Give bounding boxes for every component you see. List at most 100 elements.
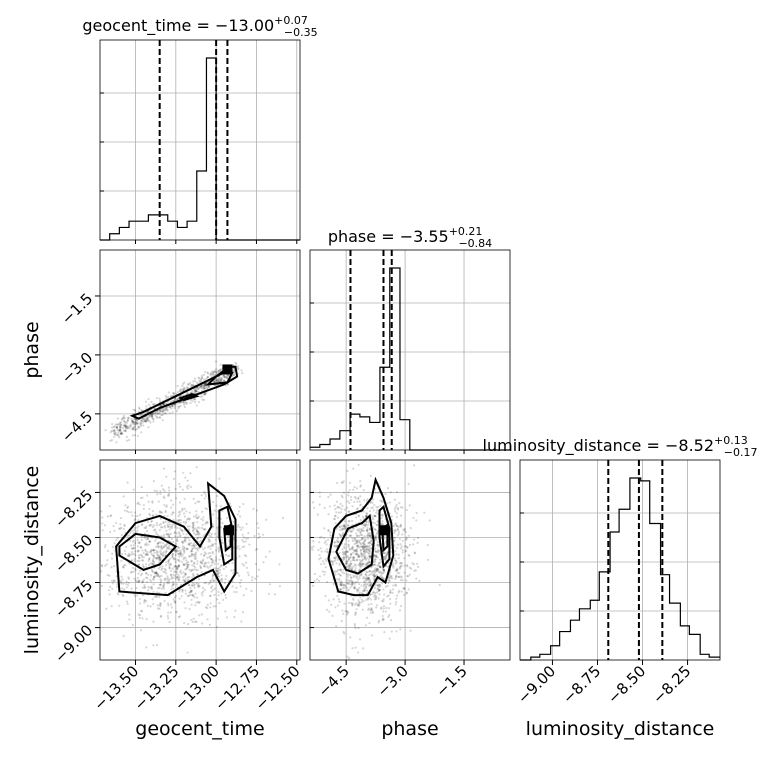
- scatter-point: [124, 425, 127, 428]
- scatter-point: [223, 379, 226, 382]
- scatter-point: [158, 529, 161, 532]
- scatter-point: [357, 651, 360, 654]
- scatter-point: [210, 580, 213, 583]
- scatter-point: [337, 572, 340, 576]
- scatter-point: [182, 400, 185, 404]
- scatter-point: [370, 506, 373, 510]
- scatter-point: [362, 562, 365, 565]
- scatter-point: [152, 412, 155, 415]
- scatter-point: [165, 406, 169, 410]
- scatter-point: [133, 546, 136, 550]
- scatter-point: [118, 428, 121, 432]
- scatter-point: [135, 419, 138, 422]
- scatter-point: [186, 565, 189, 568]
- scatter-point: [200, 386, 203, 389]
- scatter-point: [133, 594, 136, 598]
- scatter-point: [135, 422, 138, 425]
- scatter-point: [350, 562, 353, 565]
- scatter-point: [224, 578, 227, 581]
- scatter-point: [379, 565, 382, 569]
- scatter-point: [136, 559, 139, 563]
- scatter-point: [122, 429, 126, 432]
- scatter-point: [138, 406, 141, 409]
- scatter-point: [115, 441, 118, 444]
- scatter-point: [189, 591, 192, 594]
- scatter-point: [353, 623, 356, 626]
- scatter-point: [168, 535, 171, 538]
- scatter-point: [384, 585, 387, 588]
- scatter-point: [154, 414, 157, 417]
- scatter-point: [182, 549, 185, 552]
- scatter-point: [356, 545, 359, 548]
- scatter-point: [367, 561, 370, 564]
- scatter-point: [155, 571, 158, 574]
- scatter-point: [232, 569, 235, 572]
- scatter-point: [187, 584, 190, 587]
- scatter-point: [336, 516, 340, 519]
- scatter-point: [227, 374, 230, 377]
- scatter-point: [375, 509, 379, 512]
- scatter-point: [159, 404, 162, 407]
- scatter-point: [104, 543, 107, 547]
- scatter-point: [360, 551, 363, 554]
- scatter-point: [382, 569, 386, 572]
- scatter-point: [201, 562, 204, 565]
- scatter-point: [100, 510, 103, 513]
- scatter-point: [196, 516, 199, 520]
- scatter-point: [393, 544, 396, 547]
- scatter-point: [216, 573, 219, 576]
- scatter-point: [389, 589, 392, 592]
- scatter-point: [244, 540, 247, 543]
- scatter-point: [120, 581, 123, 584]
- scatter-point: [376, 568, 379, 571]
- scatter-point: [257, 526, 260, 530]
- scatter-point: [158, 565, 162, 569]
- scatter-point: [124, 424, 127, 427]
- scatter-point: [362, 550, 366, 553]
- scatter-point: [376, 551, 380, 554]
- scatter-point: [181, 553, 184, 556]
- scatter-point: [225, 574, 228, 577]
- scatter-point: [340, 527, 344, 530]
- hist-panel-phase: [309, 249, 511, 451]
- scatter-point: [150, 552, 153, 556]
- scatter-point: [210, 558, 214, 562]
- scatter-point: [407, 482, 410, 485]
- scatter-point: [140, 409, 143, 412]
- scatter-point: [376, 567, 379, 570]
- title-geocent-time: geocent_time = −13.00+0.07 −0.35: [82, 14, 317, 39]
- scatter-point: [181, 540, 184, 543]
- scatter-point: [178, 482, 181, 485]
- scatter-point: [219, 379, 222, 382]
- scatter-point: [126, 416, 130, 419]
- scatter-point: [310, 546, 313, 549]
- scatter-point: [180, 529, 183, 532]
- scatter-point: [369, 501, 372, 504]
- scatter-point: [116, 433, 119, 436]
- scatter-point: [179, 404, 182, 407]
- scatter-point: [355, 548, 359, 551]
- scatter-point: [381, 599, 384, 603]
- scatter-point: [376, 550, 379, 553]
- scatter-point: [119, 432, 122, 435]
- scatter-point: [378, 565, 381, 568]
- scatter-point: [155, 416, 158, 419]
- contour-0: [115, 481, 237, 597]
- scatter-point: [347, 588, 350, 591]
- scatter-point: [164, 592, 167, 595]
- scatter-point: [408, 504, 411, 507]
- ylabel-luminosity-distance: luminosity_distance: [21, 466, 43, 655]
- scatter-point: [127, 554, 130, 557]
- scatter-point: [120, 432, 123, 435]
- scatter-point: [146, 529, 149, 533]
- scatter-point: [226, 376, 229, 380]
- scatter-point: [338, 577, 341, 580]
- panel-luminosity_distance_vs_phase: [309, 459, 511, 661]
- scatter-point: [171, 580, 175, 583]
- scatter-point: [143, 586, 146, 589]
- scatter-point: [162, 403, 165, 406]
- scatter-point: [139, 496, 142, 500]
- scatter-point: [211, 550, 214, 554]
- scatter-point: [338, 525, 341, 528]
- scatter-point: [134, 418, 138, 421]
